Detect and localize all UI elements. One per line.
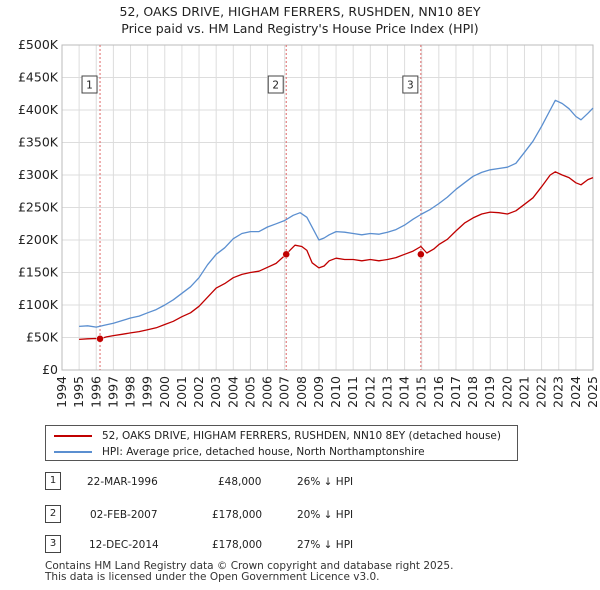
x-tick-label: 2015 [414,376,429,408]
footer-licence: This data is licensed under the Open Gov… [45,571,380,583]
transaction-date: 02-FEB-2007 [90,509,158,521]
property-price-line [79,171,594,341]
y-tick-label: £50K [26,330,59,345]
footer-copyright: Contains HM Land Registry data © Crown c… [45,560,454,572]
chart-subtitle: Price paid vs. HM Land Registry's House … [121,21,479,36]
sale-number-label: 1 [86,80,93,92]
chart-title: 52, OAKS DRIVE, HIGHAM FERRERS, RUSHDEN,… [119,4,481,19]
hpi-line [79,99,594,328]
x-tick-label: 2010 [328,376,343,408]
transaction-date: 22-MAR-1996 [87,476,158,488]
sale-number-box [81,75,98,94]
transaction-number-badge: 3 [45,535,61,553]
y-tick-label: £500K [18,37,59,52]
x-tick-label: 1998 [123,376,138,408]
y-tick-label: £350K [18,135,59,150]
x-tick-label: 2007 [277,376,292,408]
price-chart: £0 £50K £100K £150K £200K £250K £300K £350K £400… [18,37,600,408]
x-tick-label: 2024 [568,376,583,408]
transaction-price: £178,000 [212,509,263,521]
x-tick-label: 1994 [54,376,69,408]
sale-number-label: 3 [407,80,414,92]
sale-point [417,250,425,259]
legend-swatch-property [54,435,92,437]
transaction-number-badge: 1 [45,472,61,490]
transaction-hpi-diff: 20% ↓ HPI [297,509,354,521]
legend-label-hpi: HPI: Average price, detached house, Nort… [102,446,425,458]
transaction-hpi-diff: 27% ↓ HPI [297,539,354,551]
y-tick-label: £300K [18,167,59,182]
x-tick-label: 2013 [379,376,394,408]
x-tick-label: 2008 [294,376,309,408]
y-tick-label: £150K [18,265,59,280]
x-tick-label: 2001 [174,376,189,408]
sale-point [96,335,104,343]
transaction-date: 12-DEC-2014 [89,539,159,551]
transaction-price: £48,000 [218,476,262,488]
x-tick-label: 2016 [431,376,446,408]
sale-number-box [267,75,284,94]
sale-number-box [402,75,419,94]
sale-number-label: 2 [272,80,279,92]
y-tick-label: £100K [18,297,59,312]
x-tick-label: 2019 [482,376,497,408]
sale-point [282,250,290,259]
legend-label-property: 52, OAKS DRIVE, HIGHAM FERRERS, RUSHDEN,… [102,430,501,442]
x-tick-label: 1995 [71,376,86,408]
legend-swatch-hpi [54,451,92,453]
x-tick-label: 2002 [191,376,206,408]
legend: 52, OAKS DRIVE, HIGHAM FERRERS, RUSHDEN,… [45,425,518,461]
x-tick-label: 2020 [499,376,514,408]
x-tick-label: 2005 [242,376,257,408]
x-tick-label: 2017 [448,376,463,408]
x-tick-label: 1999 [140,376,155,408]
x-tick-label: 2022 [534,376,549,408]
x-tick-label: 2023 [551,376,566,408]
plot-frame [61,44,594,371]
transaction-price: £178,000 [212,539,263,551]
x-tick-label: 2011 [345,376,360,408]
transaction-number-badge: 2 [45,505,61,523]
x-tick-label: 2004 [225,376,240,408]
x-tick-label: 2025 [585,376,600,408]
y-tick-label: £200K [18,232,59,247]
y-tick-label: £400K [18,102,59,117]
x-tick-label: 2012 [362,376,377,408]
transaction-hpi-diff: 26% ↓ HPI [297,476,354,488]
x-tick-label: 1997 [105,376,120,408]
y-tick-label: £250K [18,200,59,215]
x-tick-label: 2009 [311,376,326,408]
x-tick-label: 2014 [397,376,412,408]
x-tick-label: 2021 [516,376,531,408]
x-tick-label: 2006 [260,376,275,408]
x-tick-label: 2018 [465,376,480,408]
y-tick-label: £0 [42,362,58,377]
x-tick-label: 1996 [88,376,103,408]
x-tick-label: 2000 [157,376,172,408]
y-tick-label: £450K [18,70,59,85]
x-tick-label: 2003 [208,376,223,408]
